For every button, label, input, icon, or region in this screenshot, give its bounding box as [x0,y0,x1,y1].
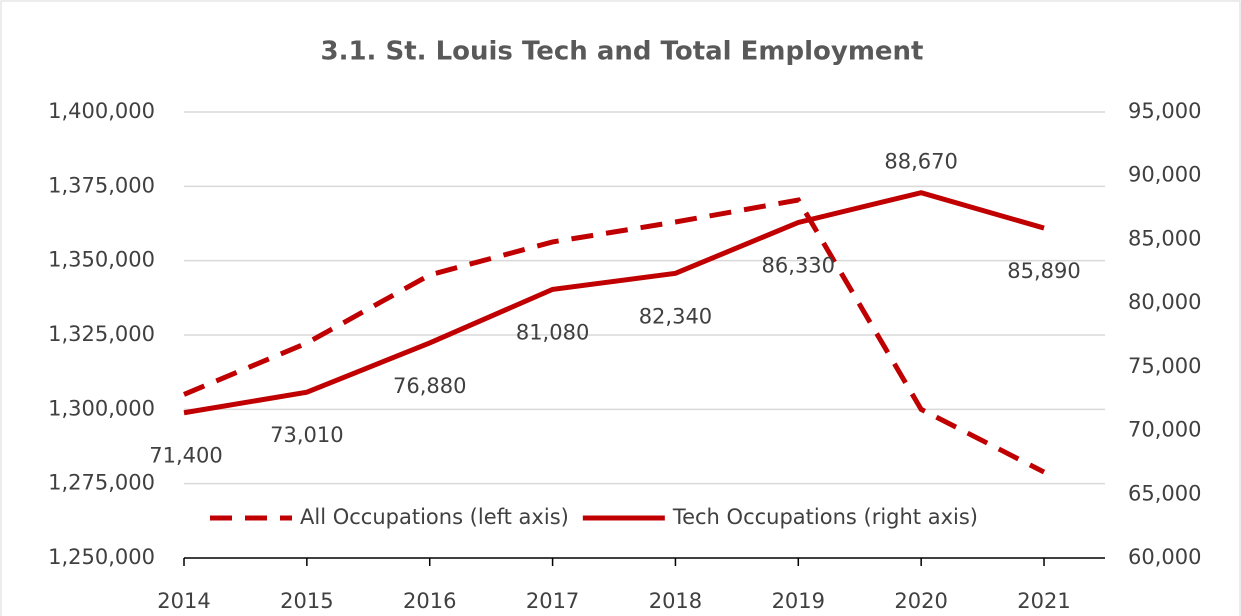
x-tick-label: 2019 [772,589,825,613]
data-label: 86,330 [762,253,835,277]
y-tick-label: 1,300,000 [48,396,155,420]
y2-tick-label: 65,000 [1128,481,1201,505]
y-tick-label: 1,325,000 [48,322,155,346]
y-tick-label: 1,250,000 [48,545,155,569]
x-tick-label: 2021 [1017,589,1070,613]
y2-tick-label: 95,000 [1128,99,1201,123]
y-tick-label: 1,350,000 [48,248,155,272]
y2-tick-label: 75,000 [1128,354,1201,378]
data-label: 85,890 [1007,259,1080,283]
x-tick-label: 2020 [894,589,947,613]
x-tick-label: 2015 [280,589,333,613]
x-tick-label: 2016 [403,589,456,613]
y2-tick-label: 90,000 [1128,163,1201,187]
series-line [183,197,1046,475]
data-label: 73,010 [270,423,343,447]
y-tick-label: 1,375,000 [48,173,155,197]
legend-label: All Occupations (left axis) [300,505,569,529]
y2-tick-label: 60,000 [1128,545,1201,569]
x-tick-label: 2014 [157,589,210,613]
data-label: 81,080 [516,320,589,344]
data-label: 71,400 [149,444,222,468]
data-label: 88,670 [884,150,957,174]
y2-tick-label: 85,000 [1128,226,1201,250]
x-tick-label: 2017 [526,589,579,613]
series-line [183,190,1045,416]
data-label: 76,880 [393,374,466,398]
chart-title: 3.1. St. Louis Tech and Total Employment [321,37,924,67]
legend-label: Tech Occupations (right axis) [672,505,978,529]
x-tick-label: 2018 [649,589,702,613]
y-tick-label: 1,400,000 [48,99,155,123]
y2-tick-label: 80,000 [1128,290,1201,314]
y2-tick-label: 70,000 [1128,418,1201,442]
data-label: 82,340 [639,304,712,328]
y-tick-label: 1,275,000 [48,471,155,495]
